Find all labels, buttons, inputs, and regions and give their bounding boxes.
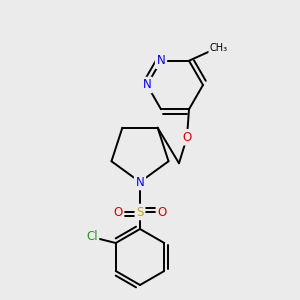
Text: O: O [113, 206, 123, 218]
Text: Cl: Cl [86, 230, 98, 242]
Text: O: O [182, 131, 192, 144]
Text: CH₃: CH₃ [210, 43, 228, 53]
Text: N: N [136, 176, 144, 188]
Text: O: O [158, 206, 166, 218]
Text: S: S [136, 206, 144, 218]
Text: N: N [142, 79, 152, 92]
Text: N: N [157, 54, 165, 67]
